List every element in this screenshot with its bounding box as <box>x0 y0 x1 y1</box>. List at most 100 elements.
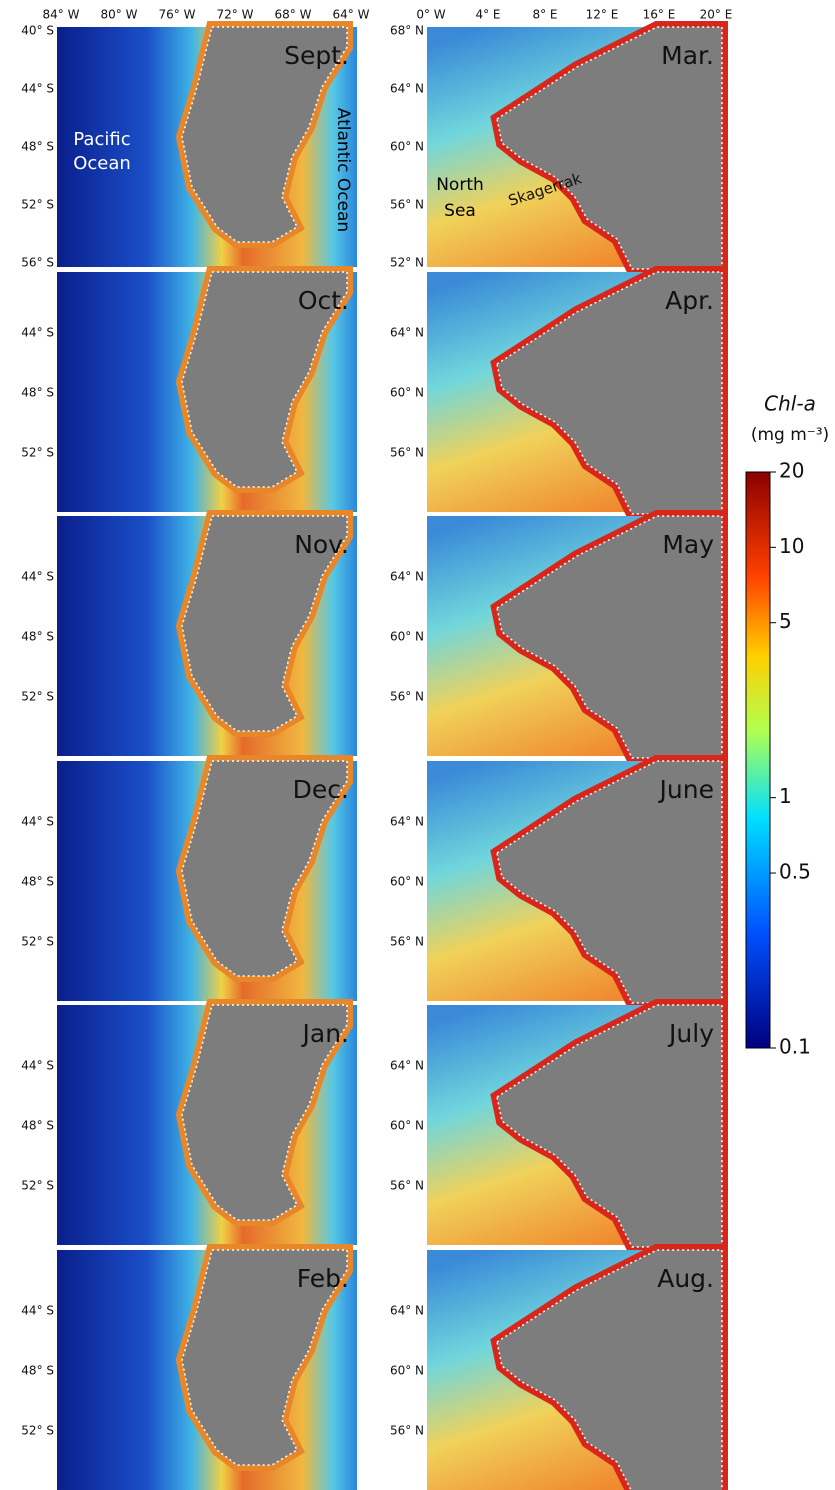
x-tick-label: 0° W <box>416 8 445 22</box>
month-label: May <box>662 530 714 559</box>
y-tick-label: 68° N <box>390 24 424 38</box>
y-tick-label: 44° S <box>21 1059 54 1073</box>
colorbar-tick-label: 0.1 <box>779 1035 811 1059</box>
map-panel: May <box>427 510 728 764</box>
y-tick-label: 60° N <box>390 140 424 154</box>
x-tick-label: 72° W <box>217 8 254 22</box>
x-tick-label: 16° E <box>643 8 676 22</box>
x-tick-label: 76° W <box>159 8 196 22</box>
month-label: Apr. <box>665 286 714 315</box>
y-tick-label: 52° S <box>21 1179 54 1193</box>
land <box>181 1249 348 1466</box>
y-tick-label: 60° N <box>390 1119 424 1133</box>
annotation: North <box>436 175 484 195</box>
y-tick-label: 56° N <box>390 198 424 212</box>
month-label: Dec. <box>293 775 349 804</box>
annotation: Sea <box>444 201 476 221</box>
y-tick-label: 44° S <box>21 570 54 584</box>
annotation: Ocean <box>73 153 131 174</box>
y-tick-label: 52° S <box>21 446 54 460</box>
y-tick-label: 56° S <box>21 256 54 270</box>
y-tick-label: 56° N <box>390 1179 424 1193</box>
map-panel: Oct. <box>57 266 357 512</box>
colorbar-tick-label: 0.5 <box>779 860 811 884</box>
land <box>496 26 723 270</box>
y-tick-label: 48° S <box>21 140 54 154</box>
y-tick-label: 48° S <box>21 630 54 644</box>
y-tick-label: 52° S <box>21 690 54 704</box>
y-tick-label: 44° S <box>21 326 54 340</box>
y-tick-label: 44° S <box>21 815 54 829</box>
colorbar-title: Chl-a <box>764 392 816 416</box>
y-tick-label: 44° S <box>21 82 54 96</box>
land <box>496 1004 723 1248</box>
map-panel: June <box>427 755 728 1009</box>
map-panel: Feb. <box>57 1244 357 1490</box>
y-tick-label: 52° S <box>21 935 54 949</box>
x-tick-label: 80° W <box>101 8 138 22</box>
y-tick-label: 64° N <box>390 815 424 829</box>
y-tick-label: 56° N <box>390 446 424 460</box>
x-tick-label: 12° E <box>586 8 619 22</box>
y-tick-label: 48° S <box>21 386 54 400</box>
map-panel: Aug. <box>427 1244 728 1490</box>
map-panel: Apr. <box>427 266 728 520</box>
y-tick-label: 64° N <box>390 326 424 340</box>
map-panel: Sept. <box>57 21 357 267</box>
y-tick-label: 60° N <box>390 630 424 644</box>
land <box>496 515 723 759</box>
x-tick-label: 68° W <box>275 8 312 22</box>
colorbar-unit: (mg m⁻³) <box>751 425 829 445</box>
month-label: Mar. <box>661 41 714 70</box>
land <box>181 1004 348 1221</box>
colorbar-tick-label: 10 <box>779 534 804 558</box>
month-label: July <box>667 1019 714 1048</box>
month-label: Sept. <box>284 41 349 70</box>
colorbar <box>745 471 771 1049</box>
x-tick-label: 64° W <box>333 8 370 22</box>
month-label: June <box>658 775 714 804</box>
y-tick-label: 60° N <box>390 875 424 889</box>
month-label: Aug. <box>657 1264 714 1293</box>
y-tick-label: 48° S <box>21 1364 54 1378</box>
month-label: Jan. <box>301 1019 349 1048</box>
y-tick-label: 64° N <box>390 1059 424 1073</box>
y-tick-label: 56° N <box>390 1424 424 1438</box>
y-tick-label: 60° N <box>390 1364 424 1378</box>
x-tick-label: 4° E <box>475 8 500 22</box>
land <box>496 1249 723 1490</box>
y-tick-label: 60° N <box>390 386 424 400</box>
y-tick-label: 48° S <box>21 875 54 889</box>
month-label: Feb. <box>297 1264 349 1293</box>
y-tick-label: 64° N <box>390 1304 424 1318</box>
x-tick-label: 84° W <box>43 8 80 22</box>
annotation: Pacific <box>73 129 130 150</box>
y-tick-label: 40° S <box>21 24 54 38</box>
annotation: Atlantic Ocean <box>333 108 353 232</box>
month-label: Nov. <box>294 530 349 559</box>
land <box>181 271 348 488</box>
land <box>181 760 348 977</box>
x-tick-label: 8° E <box>532 8 557 22</box>
y-tick-label: 56° N <box>390 935 424 949</box>
colorbar-tick-label: 20 <box>779 459 804 483</box>
land <box>496 760 723 1004</box>
land <box>181 26 348 243</box>
land <box>181 515 348 732</box>
x-tick-label: 20° E <box>700 8 733 22</box>
colorbar-tick-label: 1 <box>779 784 792 808</box>
y-tick-label: 48° S <box>21 1119 54 1133</box>
y-tick-label: 52° N <box>390 256 424 270</box>
map-panel: July <box>427 999 728 1253</box>
y-tick-label: 52° S <box>21 1424 54 1438</box>
colorbar-tick-label: 5 <box>779 609 792 633</box>
map-panel: Dec. <box>57 755 357 1001</box>
map-panel: Jan. <box>57 999 357 1245</box>
map-panel: Mar. <box>427 21 728 275</box>
month-label: Oct. <box>298 286 349 315</box>
land <box>496 271 723 515</box>
y-tick-label: 64° N <box>390 82 424 96</box>
y-tick-label: 44° S <box>21 1304 54 1318</box>
